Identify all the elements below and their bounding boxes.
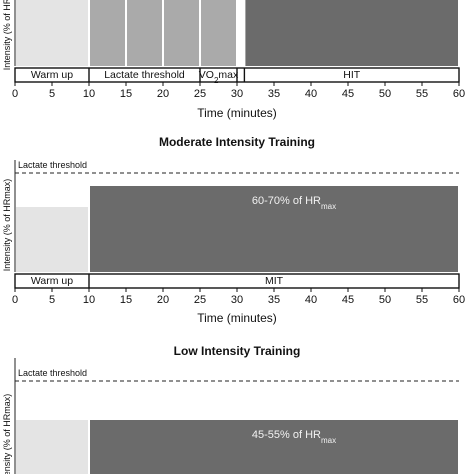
panel-title: Low Intensity Training — [174, 344, 301, 358]
intensity-block — [90, 0, 125, 66]
x-tick-label: 5 — [49, 294, 55, 306]
panel-title: Moderate Intensity Training — [159, 135, 315, 149]
intensity-label: 45-55% of HRmax — [252, 429, 336, 445]
intensity-block — [90, 420, 458, 474]
x-tick-label: 50 — [379, 88, 391, 100]
x-tick-label: 0 — [12, 294, 18, 306]
intensity-block — [127, 0, 162, 66]
x-tick-label: 45 — [342, 88, 354, 100]
lactate-threshold-label: Lactate threshold — [18, 368, 87, 378]
lit-panel: Low Intensity Training Lactate threshold 4… — [2, 344, 459, 474]
intensity-label: 60-70% of HRmax — [252, 195, 336, 211]
x-tick-label: 50 — [379, 294, 391, 306]
x-tick-label: 30 — [231, 88, 243, 100]
x-tick-label: 10 — [83, 88, 95, 100]
x-tick-label: 25 — [194, 88, 206, 100]
mit-panel: Moderate Intensity Training Lactate thres… — [2, 135, 465, 325]
x-tick-label: 35 — [268, 88, 280, 100]
y-axis-label: Intensity (% of HR — [2, 0, 12, 70]
intensity-block — [16, 207, 88, 272]
x-tick-label: 20 — [157, 88, 169, 100]
x-tick-label: 40 — [305, 88, 317, 100]
phase-label: Warm up — [31, 69, 73, 81]
x-tick-label: 60 — [453, 88, 465, 100]
x-axis-title: Time (minutes) — [197, 311, 277, 325]
x-tick-label: 35 — [268, 294, 280, 306]
hit-panel: Intensity (% of HR Warm up Lactate thresho… — [2, 0, 465, 120]
intensity-block — [16, 0, 88, 66]
y-axis-label: Intensity (% of HRmax) — [2, 179, 12, 272]
x-tick-label: 55 — [416, 294, 428, 306]
x-tick-label: 5 — [49, 88, 55, 100]
phase-label: Lactate threshold — [104, 69, 185, 81]
intensity-block — [90, 186, 458, 272]
x-axis-title: Time (minutes) — [197, 106, 277, 120]
x-tick-label: 25 — [194, 294, 206, 306]
x-tick-label: 40 — [305, 294, 317, 306]
x-tick-label: 15 — [120, 294, 132, 306]
intensity-block — [16, 420, 88, 474]
x-tick-label: 10 — [83, 294, 95, 306]
x-tick-label: 55 — [416, 88, 428, 100]
x-tick-label: 60 — [453, 294, 465, 306]
x-tick-label: 0 — [12, 88, 18, 100]
x-tick-label: 45 — [342, 294, 354, 306]
intensity-block — [245, 0, 458, 66]
intensity-block — [164, 0, 199, 66]
phase-label: VO2max — [199, 69, 239, 85]
x-tick-label: 15 — [120, 88, 132, 100]
phase-label: MIT — [265, 275, 284, 287]
phase-label: Warm up — [31, 275, 73, 287]
lactate-threshold-label: Lactate threshold — [18, 160, 87, 170]
phase-label: HIT — [343, 69, 361, 81]
intensity-block — [201, 0, 236, 66]
phase-strip — [14, 273, 460, 289]
x-tick-label: 20 — [157, 294, 169, 306]
y-axis-label: Intensity (% of HRmax) — [2, 394, 12, 474]
x-tick-label: 30 — [231, 294, 243, 306]
